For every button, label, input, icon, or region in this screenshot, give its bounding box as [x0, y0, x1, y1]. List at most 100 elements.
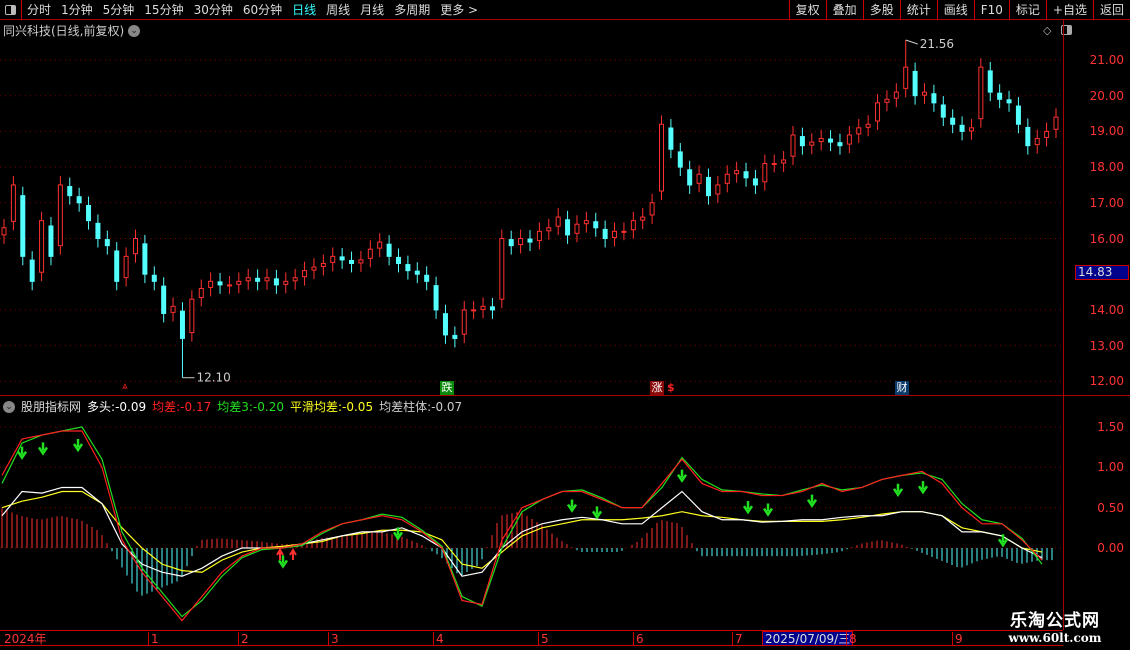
period-tab-0[interactable]: 分时 — [27, 3, 52, 17]
chevron-down-icon[interactable]: ⌄ — [128, 24, 141, 37]
candle — [565, 219, 571, 236]
indicator-tick-label: 0.00 — [1097, 541, 1124, 555]
candle — [978, 66, 984, 120]
price-tick-label: 18.00 — [1089, 160, 1124, 175]
panel-icon[interactable] — [1061, 25, 1072, 35]
candle — [170, 305, 176, 313]
candle — [292, 277, 298, 282]
date-axis-label: 2024年 — [4, 632, 47, 646]
candle — [583, 220, 589, 225]
candle — [508, 239, 514, 247]
down-arrow-icon — [806, 494, 818, 508]
period-tab-2[interactable]: 5分钟 — [102, 3, 135, 17]
candle — [471, 309, 477, 312]
indicator-name: 股朋指标网 — [21, 400, 82, 414]
candle — [846, 134, 852, 145]
series-line-均差 — [1, 430, 1043, 622]
candle — [67, 186, 73, 197]
candle — [104, 239, 110, 247]
candle — [179, 310, 185, 339]
candle — [640, 216, 646, 221]
legend-value: -0.20 — [252, 400, 284, 414]
period-tab-9[interactable]: 多周期 — [394, 3, 431, 17]
date-axis-label: 3 — [328, 632, 339, 646]
candle — [799, 136, 805, 147]
candle — [856, 127, 862, 135]
cursor-date-label: 2025/07/09/三 — [762, 631, 854, 646]
candle — [959, 124, 965, 132]
indicator-tick-label: 1.00 — [1097, 460, 1124, 475]
toolbar-button-2[interactable]: 多股 — [862, 0, 900, 20]
candle — [715, 184, 721, 195]
toolbar-button-6[interactable]: 标记 — [1008, 0, 1046, 20]
period-tab-8[interactable]: 月线 — [360, 3, 385, 17]
legend-item: 均差:-0.17 — [152, 398, 211, 415]
indicator-chart[interactable] — [0, 0, 1063, 650]
period-tab-1[interactable]: 1分钟 — [61, 3, 93, 17]
candle — [320, 262, 326, 268]
candle — [828, 138, 834, 143]
toolbar-button-0[interactable]: 复权 — [788, 0, 826, 20]
candle — [283, 280, 289, 285]
date-axis-label: 8 — [846, 632, 857, 646]
candle — [668, 127, 674, 150]
candlestick-chart[interactable]: 21.56 12.10 — [0, 0, 1063, 395]
date-axis-label: 2 — [238, 632, 249, 646]
price-axis-line — [1063, 20, 1064, 630]
candle — [330, 255, 336, 263]
candle — [48, 225, 54, 257]
candle — [912, 70, 918, 97]
dollar-marker: $ — [667, 381, 675, 394]
candle — [574, 223, 580, 234]
candle — [217, 281, 223, 286]
down-arrow-icon — [566, 499, 578, 513]
candle — [142, 243, 148, 275]
panel-toggle-button[interactable] — [0, 0, 22, 20]
candle — [396, 256, 401, 264]
chevron-down-icon[interactable]: ⌄ — [3, 400, 15, 413]
candle — [424, 274, 430, 282]
candle — [386, 243, 392, 257]
high-label: 21.56 — [920, 37, 954, 51]
diamond-icon[interactable]: ◇ — [1043, 24, 1052, 37]
candle — [555, 216, 561, 227]
period-tab-3[interactable]: 15分钟 — [144, 3, 184, 17]
price-tick-label: 14.00 — [1089, 302, 1124, 317]
up-marker-icon: ⩓ — [122, 381, 128, 392]
period-tab-7[interactable]: 周线 — [326, 3, 351, 17]
candle — [311, 266, 317, 271]
candle — [236, 280, 242, 285]
candle — [865, 123, 871, 128]
candle — [29, 259, 35, 282]
legend-item: 均差柱体:-0.07 — [379, 398, 462, 415]
period-tab-5[interactable]: 60分钟 — [242, 3, 283, 17]
toolbar-button-7[interactable]: +自选 — [1045, 0, 1093, 20]
toolbar-button-5[interactable]: F10 — [973, 0, 1009, 20]
period-tab-10[interactable]: 更多 > — [440, 3, 479, 17]
candle — [414, 270, 420, 275]
legend-label: 均差: — [152, 400, 181, 414]
period-tab-6[interactable]: 日线 — [292, 3, 317, 17]
legend-label: 均差3: — [217, 400, 253, 414]
price-tick-label: 16.00 — [1089, 231, 1124, 246]
candle — [527, 238, 533, 243]
candle — [57, 184, 63, 247]
high-pointer — [905, 39, 918, 45]
date-axis-label: 4 — [433, 632, 444, 646]
toolbar-button-8[interactable]: 返回 — [1092, 0, 1130, 20]
candle — [837, 142, 843, 147]
candle — [602, 228, 608, 239]
up-arrow-icon — [289, 548, 297, 560]
candle — [189, 298, 195, 334]
candle — [264, 277, 270, 282]
down-arrow-icon — [997, 534, 1009, 548]
period-tab-4[interactable]: 30分钟 — [193, 3, 233, 17]
candle — [818, 138, 824, 143]
up-badge: 涨 — [650, 381, 664, 395]
candle — [1034, 138, 1040, 146]
candle — [809, 141, 815, 146]
down-arrow-icon — [762, 503, 774, 517]
toolbar-button-1[interactable]: 叠加 — [825, 0, 863, 20]
toolbar-button-3[interactable]: 统计 — [899, 0, 937, 20]
toolbar-button-4[interactable]: 画线 — [936, 0, 974, 20]
